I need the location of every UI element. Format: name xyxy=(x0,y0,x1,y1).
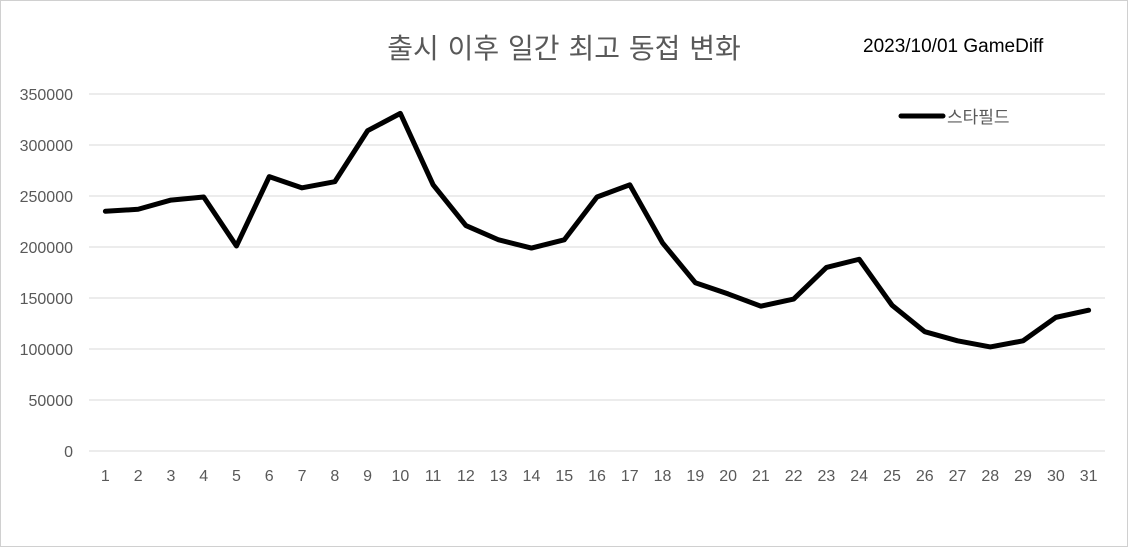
x-tick-label: 13 xyxy=(490,468,508,485)
x-tick-label: 21 xyxy=(752,468,770,485)
x-tick-label: 4 xyxy=(199,468,208,485)
x-tick-label: 19 xyxy=(686,468,704,485)
x-tick-label: 3 xyxy=(166,468,175,485)
x-tick-label: 15 xyxy=(555,468,573,485)
x-tick-label: 17 xyxy=(621,468,639,485)
x-tick-label: 8 xyxy=(330,468,339,485)
y-tick-label: 350000 xyxy=(20,87,73,104)
gridlines xyxy=(89,93,1105,452)
x-tick-label: 27 xyxy=(949,468,967,485)
y-axis-ticks: 350000 300000 250000 200000 150000 100000 5000… xyxy=(20,87,73,461)
legend-label: 스타필드 xyxy=(947,108,1010,128)
chart-title: 출시 이후 일간 최고 동접 변화 xyxy=(387,32,741,65)
x-tick-label: 22 xyxy=(785,468,803,485)
x-tick-label: 10 xyxy=(391,468,409,485)
x-tick-label: 11 xyxy=(425,468,442,485)
y-tick-label: 100000 xyxy=(20,342,73,359)
y-tick-label: 200000 xyxy=(20,240,73,257)
x-tick-label: 30 xyxy=(1047,468,1065,485)
x-tick-label: 5 xyxy=(232,468,241,485)
x-tick-label: 12 xyxy=(457,468,475,485)
y-tick-label: 150000 xyxy=(20,291,73,308)
x-tick-label: 16 xyxy=(588,468,606,485)
x-tick-label: 1 xyxy=(101,468,110,485)
series-line xyxy=(102,110,1092,350)
x-axis-ticks: 1 2 3 4 5 6 7 8 9 10 11 12 13 14 15 16 17 18 19 20 21 22 23 24 2… xyxy=(101,468,1098,485)
x-tick-label: 24 xyxy=(850,468,868,485)
y-tick-label: 250000 xyxy=(20,189,73,206)
y-tick-label: 0 xyxy=(64,444,73,461)
y-tick-label: 300000 xyxy=(20,138,73,155)
series-group xyxy=(102,110,1092,350)
x-tick-label: 31 xyxy=(1080,468,1098,485)
x-tick-label: 7 xyxy=(298,468,307,485)
x-tick-label: 25 xyxy=(883,468,901,485)
x-tick-label: 18 xyxy=(654,468,672,485)
x-tick-label: 23 xyxy=(818,468,836,485)
x-tick-label: 9 xyxy=(363,468,372,485)
legend: 스타필드 xyxy=(898,108,1010,128)
x-tick-label: 14 xyxy=(523,468,541,485)
chart-annotation: 2023/10/01 GameDiff xyxy=(863,36,1044,57)
x-tick-label: 20 xyxy=(719,468,737,485)
x-tick-label: 2 xyxy=(134,468,143,485)
x-tick-label: 26 xyxy=(916,468,934,485)
x-tick-label: 29 xyxy=(1014,468,1032,485)
y-tick-label: 50000 xyxy=(29,393,74,410)
x-tick-label: 6 xyxy=(265,468,274,485)
x-tick-label: 28 xyxy=(981,468,999,485)
